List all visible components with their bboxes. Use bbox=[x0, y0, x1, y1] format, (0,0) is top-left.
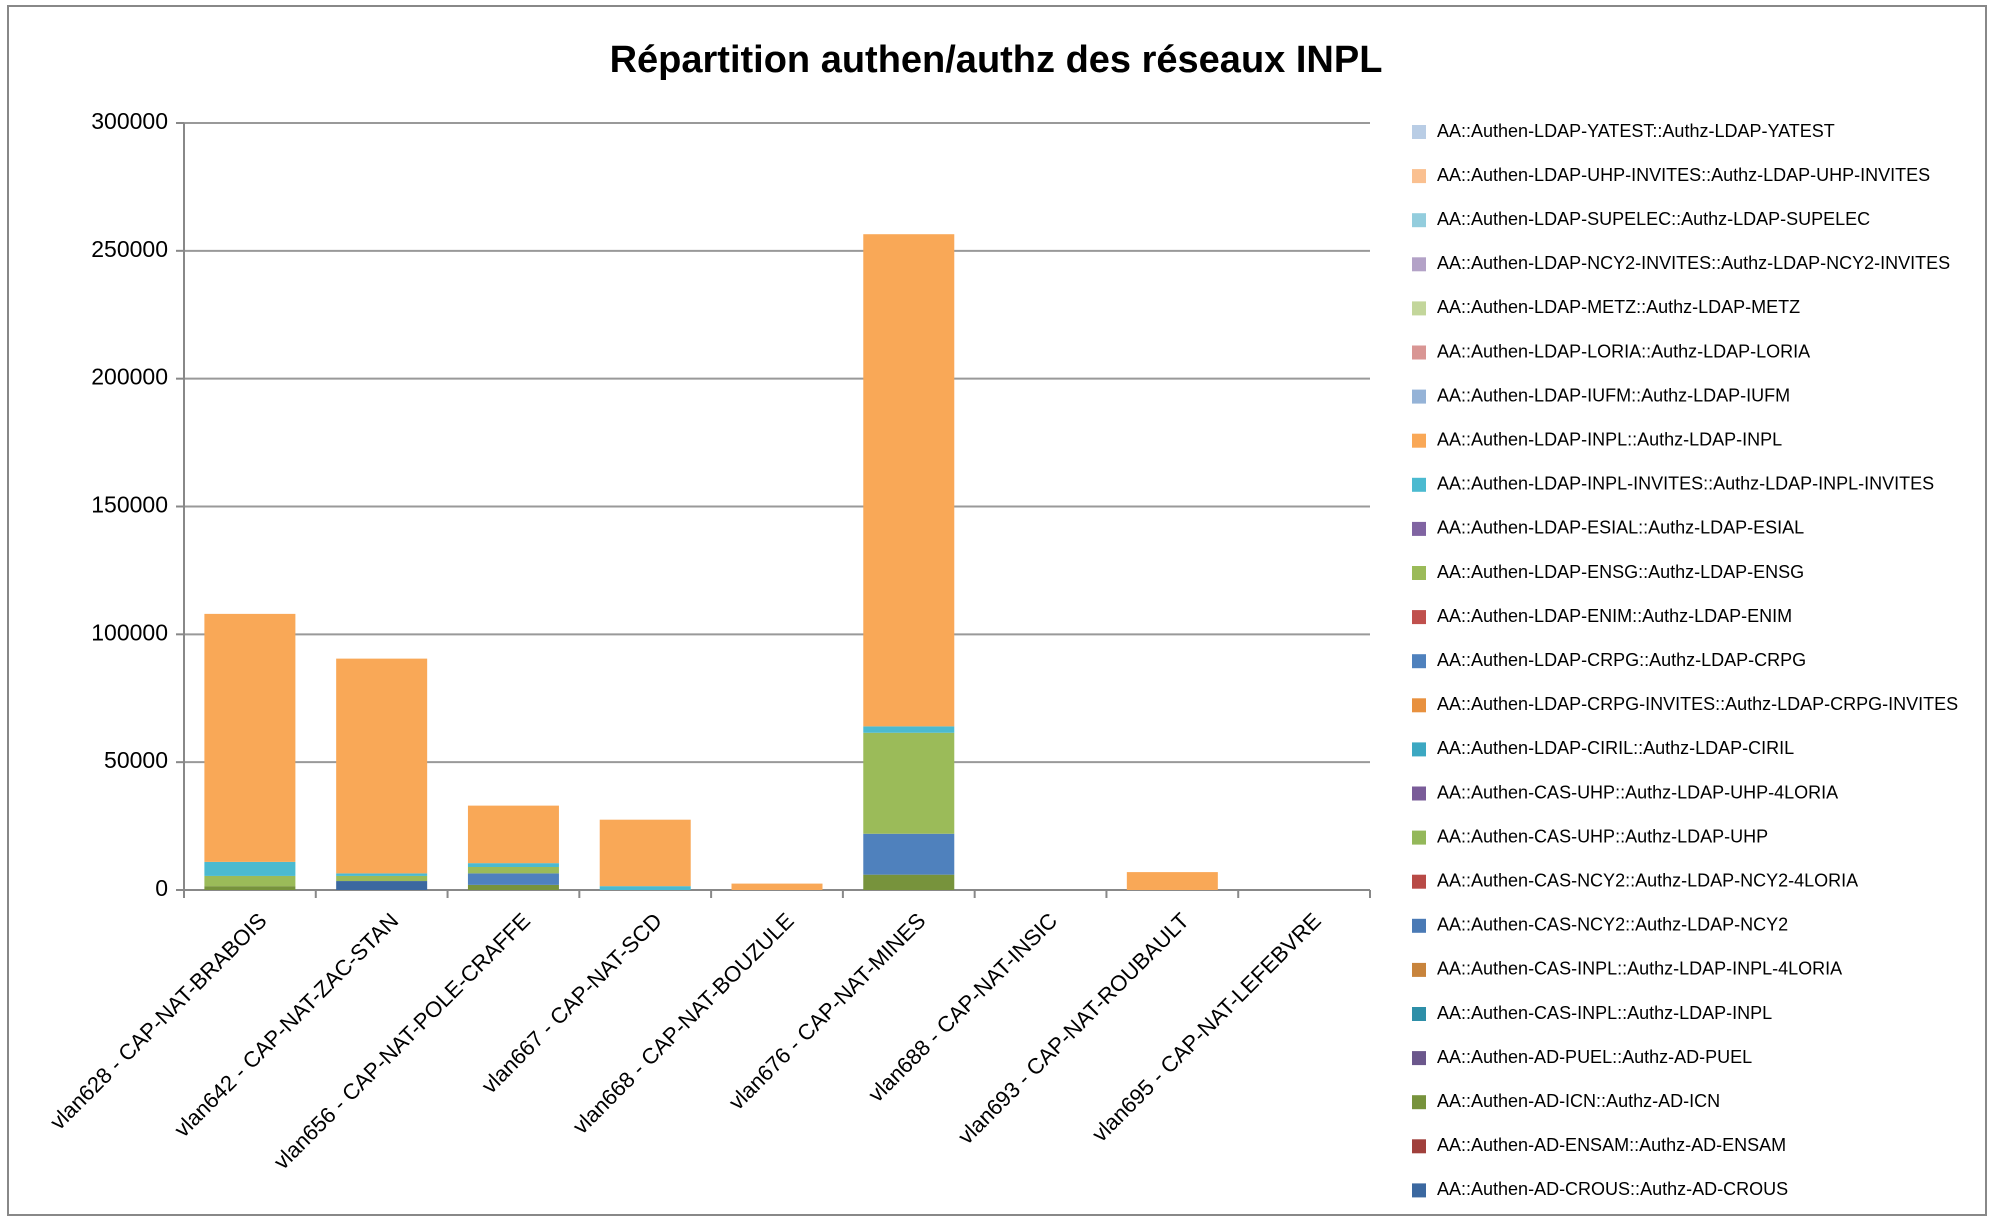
legend-label: AA::Authen-CAS-NCY2::Authz-LDAP-NCY2 bbox=[1437, 915, 1788, 935]
legend-swatch bbox=[1412, 257, 1426, 272]
bar-segment bbox=[863, 234, 955, 727]
legend-swatch bbox=[1412, 918, 1426, 933]
y-tick-label: 300000 bbox=[91, 108, 168, 134]
bar-segment bbox=[336, 873, 428, 876]
legend-label: AA::Authen-CAS-NCY2::Authz-LDAP-NCY2-4LO… bbox=[1437, 870, 1858, 890]
legend-label: AA::Authen-LDAP-CIRIL::Authz-LDAP-CIRIL bbox=[1437, 738, 1794, 758]
legend-swatch bbox=[1412, 962, 1426, 977]
legend-swatch bbox=[1412, 477, 1426, 492]
legend-label: AA::Authen-LDAP-INPL::Authz-LDAP-INPL bbox=[1437, 429, 1782, 449]
legend-label: AA::Authen-LDAP-INPL-INVITES::Authz-LDAP… bbox=[1437, 474, 1934, 494]
bar-segment bbox=[467, 863, 559, 867]
chart-title: Répartition authen/authz des réseaux INP… bbox=[610, 39, 1383, 81]
legend-swatch bbox=[1412, 169, 1426, 184]
bar-segment bbox=[863, 732, 955, 834]
legend-swatch bbox=[1412, 345, 1426, 360]
bar-segment bbox=[336, 875, 428, 882]
legend-label: AA::Authen-LDAP-ENSG::Authz-LDAP-ENSG bbox=[1437, 562, 1804, 582]
legend-label: AA::Authen-CAS-UHP::Authz-LDAP-UHP-4LORI… bbox=[1437, 782, 1838, 802]
bar-segment bbox=[1126, 872, 1218, 890]
y-tick-label: 0 bbox=[155, 875, 168, 901]
legend-label: AA::Authen-LDAP-YATEST::Authz-LDAP-YATES… bbox=[1437, 121, 1835, 141]
legend-swatch bbox=[1412, 1139, 1426, 1154]
bar-segment bbox=[204, 875, 296, 887]
bar-segment bbox=[204, 861, 296, 876]
y-tick-label: 150000 bbox=[91, 492, 168, 518]
legend-label: AA::Authen-CAS-INPL::Authz-LDAP-INPL-4LO… bbox=[1437, 959, 1842, 979]
legend-swatch bbox=[1412, 213, 1426, 228]
bar-segment bbox=[863, 726, 955, 733]
legend-label: AA::Authen-AD-ENSAM::Authz-AD-ENSAM bbox=[1437, 1135, 1786, 1155]
legend-label: AA::Authen-AD-PUEL::Authz-AD-PUEL bbox=[1437, 1047, 1752, 1067]
bar-segment bbox=[599, 819, 691, 887]
legend-swatch bbox=[1412, 698, 1426, 713]
y-tick-label: 250000 bbox=[91, 236, 168, 262]
bar-segment bbox=[467, 873, 559, 885]
legend-label: AA::Authen-CAS-INPL::Authz-LDAP-INPL bbox=[1437, 1003, 1772, 1023]
legend-label: AA::Authen-LDAP-NCY2-INVITES::Authz-LDAP… bbox=[1437, 253, 1950, 273]
legend-label: AA::Authen-LDAP-UHP-INVITES::Authz-LDAP-… bbox=[1437, 165, 1930, 185]
bar-segment bbox=[336, 658, 428, 874]
bar-segment bbox=[599, 886, 691, 890]
legend-swatch bbox=[1412, 1183, 1426, 1198]
legend-swatch bbox=[1412, 566, 1426, 580]
legend-label: AA::Authen-LDAP-ENIM::Authz-LDAP-ENIM bbox=[1437, 606, 1792, 626]
legend-label: AA::Authen-LDAP-SUPELEC::Authz-LDAP-SUPE… bbox=[1437, 209, 1870, 229]
bar-segment bbox=[336, 881, 428, 890]
legend-swatch bbox=[1412, 1051, 1426, 1066]
legend-swatch bbox=[1412, 389, 1426, 404]
y-tick-label: 200000 bbox=[91, 364, 168, 390]
legend-label: AA::Authen-LDAP-LORIA::Authz-LDAP-LORIA bbox=[1437, 341, 1810, 361]
legend-swatch bbox=[1412, 786, 1426, 801]
legend-swatch bbox=[1412, 1095, 1426, 1110]
bar-segment bbox=[731, 883, 823, 890]
legend-label: AA::Authen-CAS-UHP::Authz-LDAP-UHP bbox=[1437, 826, 1768, 846]
legend-label: AA::Authen-LDAP-ESIAL::Authz-LDAP-ESIAL bbox=[1437, 518, 1804, 538]
legend-swatch bbox=[1412, 125, 1426, 139]
bar-segment bbox=[204, 613, 296, 862]
bar-segment bbox=[204, 886, 296, 890]
legend-swatch bbox=[1412, 433, 1426, 448]
legend-label: AA::Authen-AD-CROUS::Authz-AD-CROUS bbox=[1437, 1179, 1788, 1199]
legend-swatch bbox=[1412, 1007, 1426, 1021]
y-tick-label: 50000 bbox=[104, 747, 168, 773]
legend-swatch bbox=[1412, 610, 1426, 625]
bar-segment bbox=[467, 866, 559, 874]
legend-swatch bbox=[1412, 301, 1426, 316]
legend-label: AA::Authen-AD-ICN::Authz-AD-ICN bbox=[1437, 1091, 1720, 1111]
y-tick-label: 100000 bbox=[91, 619, 168, 645]
legend-swatch bbox=[1412, 874, 1426, 889]
bar-segment bbox=[467, 884, 559, 890]
legend-label: AA::Authen-LDAP-IUFM::Authz-LDAP-IUFM bbox=[1437, 385, 1790, 405]
legend-label: AA::Authen-LDAP-CRPG-INVITES::Authz-LDAP… bbox=[1437, 694, 1958, 714]
legend-swatch bbox=[1412, 830, 1426, 845]
bar-segment bbox=[467, 805, 559, 864]
chart-border bbox=[7, 5, 1987, 1216]
legend-swatch bbox=[1412, 521, 1426, 536]
legend-label: AA::Authen-LDAP-METZ::Authz-LDAP-METZ bbox=[1437, 297, 1800, 317]
legend-swatch bbox=[1412, 654, 1426, 669]
legend-swatch bbox=[1412, 742, 1426, 757]
bar-segment bbox=[863, 874, 955, 890]
legend-label: AA::Authen-LDAP-CRPG::Authz-LDAP-CRPG bbox=[1437, 650, 1806, 670]
bar-segment bbox=[863, 833, 955, 875]
